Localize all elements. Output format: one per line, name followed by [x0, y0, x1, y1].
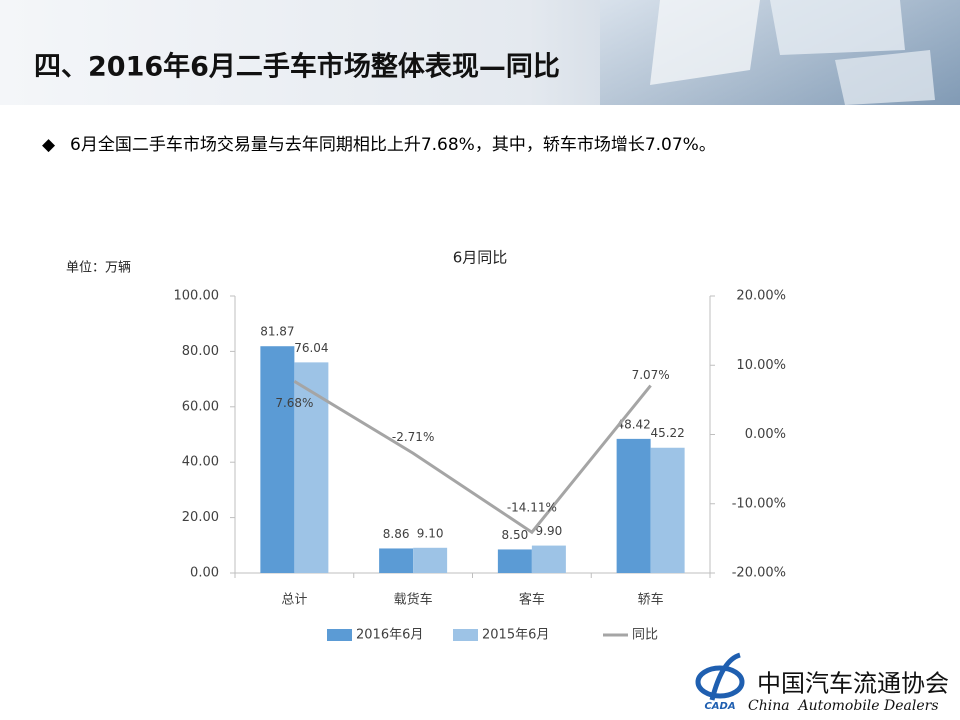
bar-value-label: 48.42 [616, 417, 650, 431]
logo-english: China Automobile Dealers [748, 698, 939, 714]
bar [413, 547, 448, 573]
x-tick-label: 轿车 [638, 592, 664, 608]
y2-tick-label: 0.00% [745, 427, 786, 442]
bar [294, 362, 329, 573]
cube [770, 0, 905, 55]
bar-value-label: 9.90 [536, 524, 563, 538]
logo-emblem [709, 652, 741, 701]
line-value-label: 7.68% [275, 396, 313, 410]
y-tick-label: 60.00 [182, 399, 219, 414]
slide-title: 四、2016年6月二手车市场整体表现—同比 [34, 51, 560, 83]
bar [379, 548, 414, 573]
legend-label: 2015年6月 [482, 628, 549, 643]
bar [650, 447, 685, 573]
chart-title: 6月同比 [453, 249, 508, 267]
x-tick-label: 载货车 [394, 592, 433, 608]
y-tick-label: 20.00 [182, 510, 219, 525]
cube [650, 0, 760, 85]
unit-label: 单位：万辆 [66, 261, 131, 276]
bar [497, 549, 532, 573]
bar-value-label: 9.10 [417, 526, 444, 540]
bar-value-label: 45.22 [650, 426, 684, 440]
line-value-label: -14.11% [507, 501, 557, 515]
y2-tick-label: 10.00% [736, 358, 786, 373]
y-tick-label: 80.00 [182, 344, 219, 359]
logo-abbr: CADA [704, 701, 735, 712]
bar-value-label: 8.86 [383, 527, 410, 541]
bar [531, 545, 566, 573]
logo-name: 中国汽车流通协会 [757, 670, 949, 698]
line-value-label: -2.71% [392, 430, 434, 444]
x-tick-label: 总计 [281, 593, 307, 608]
y-tick-label: 40.00 [182, 455, 219, 470]
legend-swatch [327, 629, 352, 641]
bullet-text: 6月全国二手车市场交易量与去年同期相比上升7.68%，其中，轿车市场增长7.07… [70, 135, 716, 155]
cube [835, 50, 935, 105]
legend-label: 同比 [632, 628, 658, 643]
bar [260, 346, 295, 573]
y-tick-label: 0.00 [190, 566, 219, 581]
bullet-icon: ◆ [42, 135, 56, 155]
y2-tick-label: 20.00% [736, 289, 786, 304]
logo: CADA 中国汽车流通协会 China Automobile Dealers [695, 652, 949, 714]
y2-tick-label: -20.00% [732, 566, 786, 581]
line-value-label: 7.07% [632, 368, 670, 382]
y2-tick-label: -10.00% [732, 496, 786, 511]
y-tick-label: 100.00 [174, 289, 220, 304]
bar-value-label: 76.04 [294, 341, 328, 355]
line-series [293, 380, 652, 535]
legend-swatch [453, 629, 478, 641]
legend-label: 2016年6月 [356, 628, 423, 643]
logo-emblem [695, 665, 745, 699]
bar-value-label: 8.50 [502, 528, 529, 542]
x-tick-label: 客车 [519, 592, 545, 608]
bar [616, 438, 651, 573]
bar-value-label: 81.87 [260, 325, 294, 339]
